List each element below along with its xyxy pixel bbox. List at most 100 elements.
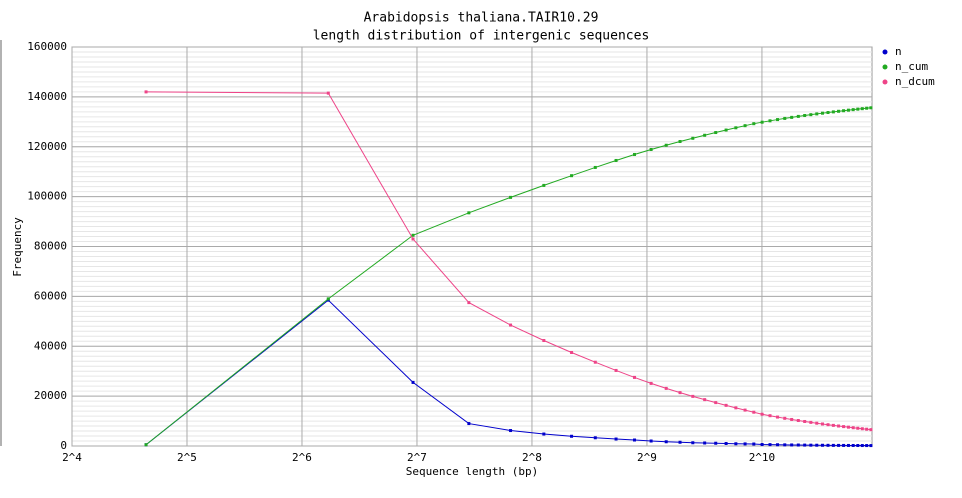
point-marker — [842, 425, 846, 429]
y-tick-label: 60000 — [34, 289, 67, 302]
point-marker — [860, 107, 864, 111]
point-marker — [790, 115, 794, 119]
y-tick-label: 120000 — [27, 140, 67, 153]
point-marker — [714, 441, 718, 445]
point-marker — [743, 124, 747, 128]
point-marker — [860, 427, 864, 431]
point-marker — [570, 174, 574, 178]
point-marker — [846, 443, 850, 447]
point-marker — [768, 119, 772, 123]
point-marker — [703, 398, 707, 402]
point-marker — [796, 114, 800, 118]
point-marker — [826, 423, 830, 427]
point-marker — [865, 444, 869, 448]
legend-marker — [882, 49, 888, 55]
point-marker — [803, 114, 807, 118]
point-marker — [776, 415, 780, 419]
series-line — [145, 107, 871, 446]
point-marker — [842, 443, 846, 447]
y-tick-label: 20000 — [34, 389, 67, 402]
point-marker — [826, 443, 830, 447]
point-marker — [820, 111, 824, 115]
point-marker — [570, 434, 574, 438]
point-marker — [809, 113, 813, 117]
point-marker — [614, 158, 618, 162]
point-marker — [703, 133, 707, 137]
point-marker — [614, 437, 618, 441]
point-marker — [144, 443, 148, 447]
point-marker — [760, 443, 764, 447]
point-marker — [869, 444, 873, 448]
point-marker — [837, 109, 841, 113]
point-marker — [783, 443, 787, 447]
point-marker — [734, 442, 738, 446]
point-marker — [633, 375, 637, 379]
x-tick-label: 2^10 — [749, 451, 776, 464]
point-marker — [776, 118, 780, 122]
x-axis-label: Sequence length (bp) — [406, 465, 538, 478]
point-marker — [509, 323, 513, 327]
point-marker — [411, 237, 415, 241]
point-marker — [776, 443, 780, 447]
point-marker — [633, 152, 637, 156]
point-marker — [593, 360, 597, 364]
point-marker — [678, 440, 682, 444]
point-marker — [865, 106, 869, 110]
legend-label: n_cum — [895, 60, 928, 73]
point-marker — [831, 423, 835, 427]
point-marker — [820, 443, 824, 447]
y-tick-label: 0 — [60, 439, 67, 452]
point-marker — [869, 428, 873, 432]
point-marker — [614, 368, 618, 372]
point-marker — [714, 131, 718, 135]
chart-title: Arabidopsis thaliana.TAIR10.29 — [364, 11, 599, 26]
point-marker — [570, 350, 574, 354]
point-marker — [856, 107, 860, 111]
series-line — [146, 91, 871, 431]
point-marker — [869, 106, 873, 110]
point-marker — [144, 90, 148, 94]
point-marker — [724, 403, 728, 407]
point-marker — [509, 429, 513, 433]
point-marker — [860, 444, 864, 448]
point-marker — [542, 183, 546, 187]
point-marker — [714, 401, 718, 405]
point-marker — [743, 442, 747, 446]
point-marker — [831, 443, 835, 447]
y-tick-label: 140000 — [27, 90, 67, 103]
point-marker — [790, 443, 794, 447]
point-marker — [411, 233, 415, 237]
point-marker — [664, 440, 668, 444]
point-marker — [649, 381, 653, 385]
point-marker — [803, 419, 807, 423]
point-marker — [752, 122, 756, 126]
point-marker — [842, 109, 846, 113]
point-marker — [768, 443, 772, 447]
point-marker — [820, 422, 824, 426]
point-marker — [593, 436, 597, 440]
point-marker — [809, 443, 813, 447]
y-tick-label: 80000 — [34, 240, 67, 253]
legend-label: n — [895, 45, 902, 58]
point-marker — [851, 108, 855, 112]
point-marker — [664, 386, 668, 390]
point-marker — [542, 432, 546, 436]
point-marker — [851, 426, 855, 430]
point-marker — [724, 128, 728, 132]
point-marker — [691, 441, 695, 445]
point-marker — [734, 126, 738, 130]
point-marker — [691, 394, 695, 398]
x-tick-label: 2^6 — [292, 451, 312, 464]
point-marker — [734, 406, 738, 410]
point-marker — [809, 420, 813, 424]
point-marker — [509, 195, 513, 199]
series-line — [145, 299, 871, 447]
point-marker — [411, 380, 415, 384]
point-marker — [326, 91, 330, 95]
point-marker — [846, 425, 850, 429]
point-marker — [467, 211, 471, 215]
point-marker — [752, 410, 756, 414]
point-marker — [649, 439, 653, 443]
point-marker — [856, 444, 860, 448]
